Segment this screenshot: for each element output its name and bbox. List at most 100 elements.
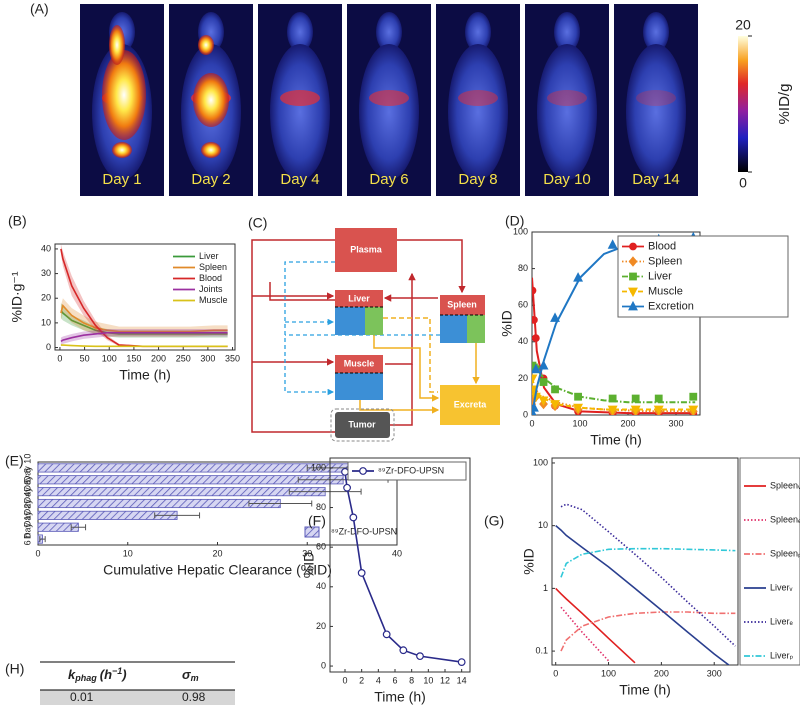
panel-label: (C) <box>248 215 267 231</box>
x-tick-label: 40 <box>392 548 402 558</box>
arrow <box>383 317 438 393</box>
plot-area <box>341 467 466 666</box>
marker <box>532 315 538 324</box>
x-tick-label: 250 <box>176 353 191 363</box>
marker <box>538 360 549 370</box>
mouse-organ <box>458 90 498 106</box>
panel-label: (F) <box>308 513 326 529</box>
compartment-diagram: (C) Plasma Liver Spleen Muscle Excreta <box>248 215 500 442</box>
y-tick-label: 10 <box>41 317 51 327</box>
x-tick-label: 4 <box>376 675 381 685</box>
table-cell: 0.98 <box>182 690 206 704</box>
mouse-body <box>448 44 508 180</box>
arrow <box>397 239 466 294</box>
error-bar <box>39 536 46 543</box>
legend-box <box>617 235 789 318</box>
error-bar <box>288 488 362 495</box>
x-tick-label: 200 <box>151 353 166 363</box>
plot-area <box>532 232 699 415</box>
line <box>60 331 228 343</box>
marker <box>343 483 351 492</box>
marker <box>628 256 638 267</box>
legend-label: Liver <box>648 270 672 282</box>
y-tick-label: Day 6 <box>22 480 32 504</box>
x-tick-label: 2 <box>359 675 364 685</box>
panel-label: (G) <box>484 513 504 529</box>
x-tick-label: 100 <box>601 668 616 678</box>
legend-label: Liver <box>199 251 219 261</box>
marker <box>416 652 424 661</box>
line <box>555 525 731 665</box>
marker <box>550 400 560 410</box>
node <box>335 412 390 438</box>
y-axis-label: %ID <box>521 548 537 574</box>
x-tick-label: 10 <box>123 548 133 558</box>
node <box>440 385 500 425</box>
mouse-head <box>643 12 669 52</box>
legend-label: Joints <box>199 284 223 294</box>
image-label: Day 14 <box>632 171 680 188</box>
x-tick-label: 300 <box>200 353 215 363</box>
y-tick-label: 0 <box>46 342 51 352</box>
marker <box>551 385 559 394</box>
marker <box>457 658 466 666</box>
fit-line <box>532 395 696 415</box>
y-tick-label: 80 <box>518 263 528 273</box>
marker <box>573 272 584 282</box>
panel-label: (A) <box>30 1 49 17</box>
arrow <box>385 272 416 365</box>
image-label: Day 6 <box>369 171 408 188</box>
y-tick-label: 30 <box>41 268 51 278</box>
legend-swatch <box>304 526 320 538</box>
y-tick-label: 20 <box>316 621 326 631</box>
marker <box>628 287 638 298</box>
legend-label: ⁸⁹Zr-DFO-UPSN <box>331 526 397 536</box>
marker <box>628 300 638 311</box>
node <box>440 295 485 315</box>
x-tick-label: 12 <box>440 675 450 685</box>
marker <box>607 239 618 249</box>
y-tick-label: 20 <box>41 293 51 303</box>
y-tick-label: 40 <box>316 581 326 591</box>
node <box>335 373 383 400</box>
legend-label: Blood <box>648 240 676 252</box>
header-sub: phag <box>74 673 97 683</box>
arrow <box>373 335 440 402</box>
mouse-head <box>554 12 580 52</box>
line <box>555 587 636 664</box>
node <box>335 290 383 307</box>
header-symbol: σ <box>182 667 192 682</box>
marker <box>357 569 366 577</box>
marker <box>399 646 408 655</box>
marker <box>532 374 538 384</box>
y-tick-label: 10 <box>538 520 548 530</box>
arrow <box>251 239 335 433</box>
marker <box>573 403 584 414</box>
legend-label: Spleenᵥ <box>770 480 800 490</box>
line <box>560 547 736 578</box>
plot-frame <box>329 457 471 673</box>
marker <box>688 405 699 415</box>
x-tick-label: 200 <box>654 668 669 678</box>
marker <box>359 467 367 475</box>
hot-spot <box>109 25 125 65</box>
parameter-table: (H) kphag (h−1) σm 0.01 0.98 <box>5 661 235 705</box>
legend-label: Blood <box>199 273 222 283</box>
header-symbol: k <box>68 667 76 682</box>
line <box>60 303 228 333</box>
panel-label: (D) <box>505 213 524 229</box>
node-label: Muscle <box>344 358 375 368</box>
x-axis-label: Time (h) <box>119 367 171 383</box>
header-sup: −1 <box>112 666 122 676</box>
colorbar-label: %ID/g <box>776 84 793 125</box>
node-label: Liver <box>348 293 370 303</box>
marker <box>538 396 549 406</box>
node <box>335 228 397 272</box>
y-axis-label: %ID·g⁻¹ <box>9 271 25 322</box>
y-tick-label: 40 <box>41 243 51 253</box>
table-row-bg <box>40 690 235 705</box>
marker <box>654 394 663 403</box>
panel-label: (E) <box>5 453 24 469</box>
marker <box>689 392 698 401</box>
